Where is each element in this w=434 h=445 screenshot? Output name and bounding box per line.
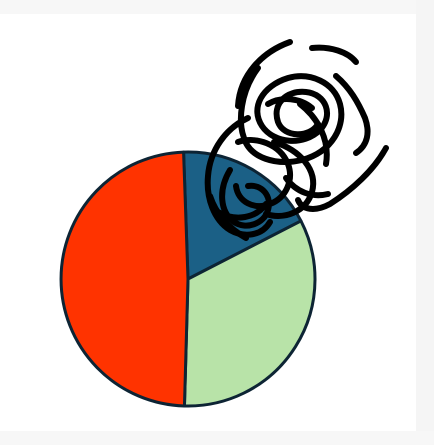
bottom-margin bbox=[0, 431, 434, 445]
right-margin bbox=[416, 0, 434, 445]
pie-slices bbox=[59, 150, 317, 408]
handwritten-scribble-icon bbox=[204, 39, 389, 241]
pie-slice-2 bbox=[182, 219, 317, 408]
top-margin bbox=[0, 0, 434, 14]
pie-slice-3 bbox=[59, 150, 190, 408]
